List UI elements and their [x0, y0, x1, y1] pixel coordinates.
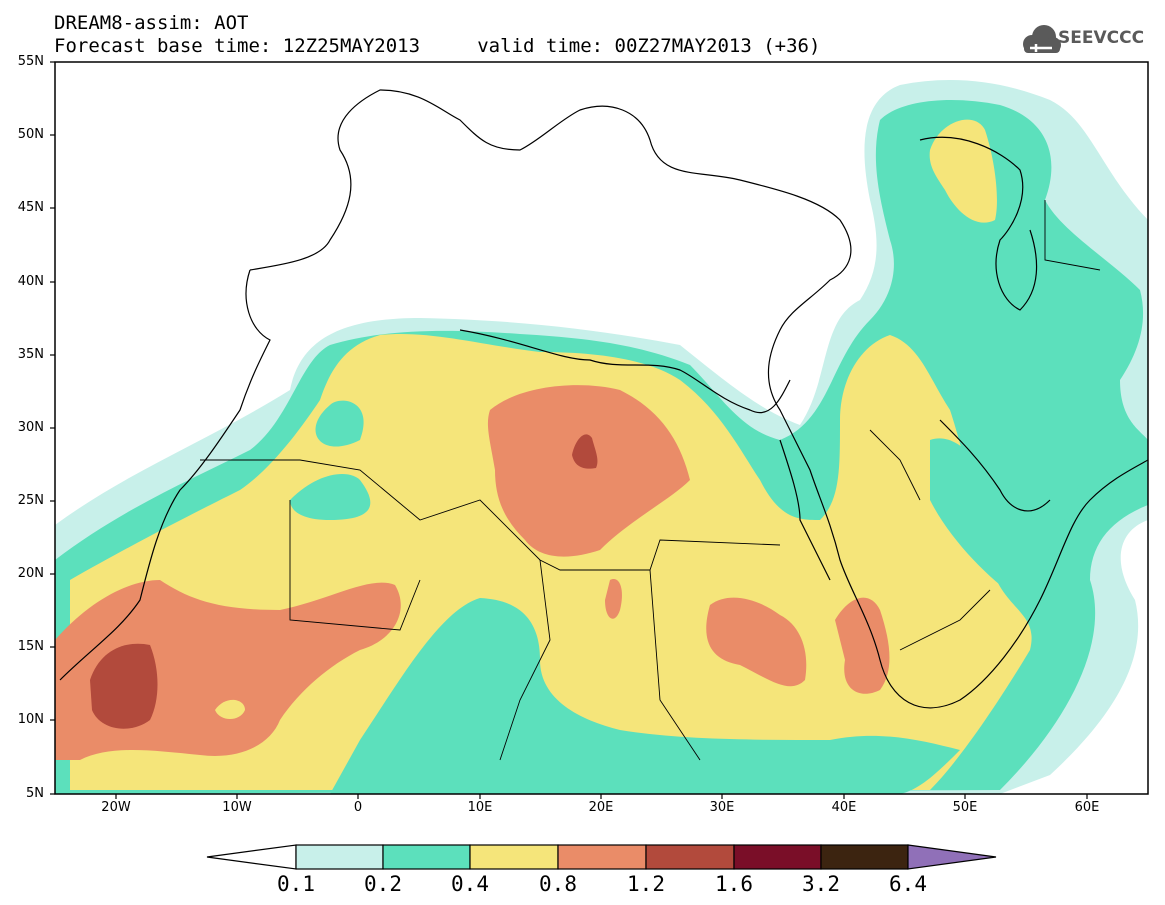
colorbar-swatch-0.2 [382, 844, 471, 870]
colorbar-under-arrow [206, 844, 297, 870]
chart-subtitle: Forecast base time: 12Z25MAY2013 valid t… [54, 35, 821, 57]
axis-ticks [50, 61, 1088, 799]
x-tick-label: 60E [1074, 800, 1100, 815]
x-tick-label: 30E [709, 800, 735, 815]
y-tick-label: 30N [17, 420, 44, 435]
colorbar-label: 0.1 [277, 872, 315, 896]
cloud-icon [1023, 25, 1061, 53]
x-tick-label: 0 [353, 800, 363, 815]
colorbar-label: 0.4 [451, 872, 489, 896]
x-tick-label: 20E [588, 800, 614, 815]
colorbar-label: 0.2 [364, 872, 402, 896]
colorbar-over-arrow [907, 844, 997, 870]
chart-title: DREAM8-assim: AOT [54, 12, 249, 34]
colorbar-swatch-1.6 [733, 844, 822, 870]
y-tick-label: 55N [17, 54, 44, 69]
y-tick-label: 5N [26, 786, 44, 801]
coastlines [59, 89, 1148, 709]
y-tick-label: 20N [17, 566, 44, 581]
y-tick-label: 45N [17, 200, 44, 215]
colorbar-label: 6.4 [889, 872, 927, 896]
colorbar-label: 1.2 [627, 872, 665, 896]
contour-0.4-hole [215, 699, 245, 719]
x-tick-label: 50E [952, 800, 978, 815]
y-tick-label: 25N [17, 493, 44, 508]
y-tick-label: 40N [17, 274, 44, 289]
aot-contours [55, 80, 1148, 794]
colorbar-swatch-0.8 [557, 844, 647, 870]
colorbar [206, 844, 997, 870]
colorbar-label: 1.6 [715, 872, 753, 896]
colorbar-label: 3.2 [802, 872, 840, 896]
x-tick-label: 10W [222, 800, 252, 815]
x-tick-label: 10E [467, 800, 493, 815]
colorbar-label: 0.8 [539, 872, 577, 896]
y-tick-label: 35N [17, 347, 44, 362]
y-tick-label: 50N [17, 127, 44, 142]
y-tick-label: 15N [17, 639, 44, 654]
x-tick-label: 40E [831, 800, 857, 815]
contour-0.8 [55, 385, 890, 760]
y-tick-label: 10N [17, 712, 44, 727]
logo-text: SEEVCCC [1058, 28, 1145, 48]
contour-1.2 [90, 434, 598, 729]
colorbar-swatch-1.2 [645, 844, 735, 870]
colorbar-swatch-0.1 [295, 844, 384, 870]
x-tick-label: 20W [101, 800, 131, 815]
colorbar-swatch-3.2 [820, 844, 909, 870]
colorbar-swatch-0.4 [469, 844, 559, 870]
borders [200, 200, 1101, 761]
